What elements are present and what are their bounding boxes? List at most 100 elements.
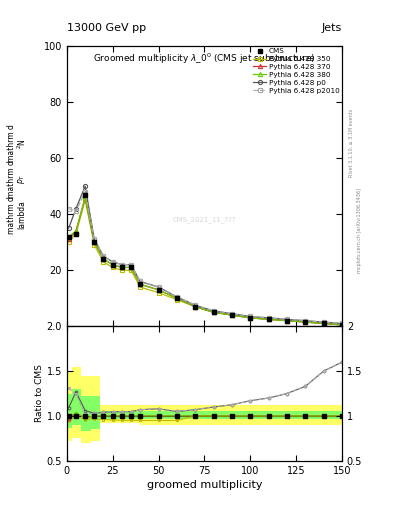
- Pythia 6.428 350: [66, 239, 71, 245]
- Pythia 6.428 p0: [266, 315, 271, 321]
- Pythia 6.428 380: [73, 228, 78, 234]
- Pythia 6.428 p2010: [110, 259, 115, 265]
- Pythia 6.428 370: [138, 281, 143, 287]
- CMS: [174, 295, 179, 302]
- Pythia 6.428 p0: [73, 205, 78, 211]
- Pythia 6.428 350: [321, 321, 326, 327]
- Pythia 6.428 p2010: [66, 205, 71, 211]
- CMS: [83, 191, 88, 198]
- Pythia 6.428 380: [156, 287, 161, 293]
- Pythia 6.428 380: [101, 256, 106, 262]
- Pythia 6.428 p2010: [156, 284, 161, 290]
- CMS: [156, 287, 161, 293]
- Pythia 6.428 350: [248, 315, 253, 321]
- Pythia 6.428 370: [248, 315, 253, 321]
- CMS: [303, 319, 308, 325]
- Pythia 6.428 p0: [101, 253, 106, 259]
- Pythia 6.428 380: [92, 239, 97, 245]
- CMS: [138, 281, 143, 287]
- Line: Pythia 6.428 p0: Pythia 6.428 p0: [66, 184, 344, 326]
- Text: $^2$N: $^2$N: [15, 138, 28, 148]
- Pythia 6.428 370: [101, 256, 106, 262]
- Pythia 6.428 p2010: [138, 279, 143, 285]
- Pythia 6.428 380: [248, 315, 253, 321]
- Pythia 6.428 380: [285, 317, 289, 324]
- Pythia 6.428 350: [156, 290, 161, 296]
- Pythia 6.428 380: [83, 195, 88, 201]
- Pythia 6.428 p2010: [101, 253, 106, 259]
- Pythia 6.428 370: [303, 319, 308, 325]
- Pythia 6.428 p0: [340, 321, 344, 327]
- Pythia 6.428 p2010: [230, 311, 234, 317]
- CMS: [321, 321, 326, 327]
- Text: mathrm d: mathrm d: [7, 160, 16, 198]
- Pythia 6.428 370: [110, 262, 115, 268]
- Pythia 6.428 350: [174, 296, 179, 303]
- CMS: [129, 264, 133, 270]
- CMS: [248, 315, 253, 321]
- Pythia 6.428 p0: [156, 284, 161, 290]
- CMS: [266, 316, 271, 323]
- Pythia 6.428 p0: [110, 259, 115, 265]
- Pythia 6.428 p0: [230, 311, 234, 317]
- Pythia 6.428 380: [193, 304, 198, 310]
- Pythia 6.428 350: [285, 317, 289, 324]
- CMS: [92, 239, 97, 245]
- Pythia 6.428 350: [340, 322, 344, 328]
- CMS: [73, 231, 78, 237]
- Pythia 6.428 p0: [119, 262, 124, 268]
- CMS: [110, 262, 115, 268]
- Pythia 6.428 p2010: [73, 208, 78, 215]
- Pythia 6.428 380: [129, 264, 133, 270]
- Pythia 6.428 p0: [174, 294, 179, 300]
- Pythia 6.428 p0: [66, 225, 71, 231]
- CMS: [193, 304, 198, 310]
- Pythia 6.428 370: [174, 295, 179, 302]
- Pythia 6.428 370: [230, 312, 234, 318]
- Pythia 6.428 p2010: [92, 237, 97, 243]
- Text: mathrm d: mathrm d: [7, 196, 16, 234]
- Legend: CMS, Pythia 6.428 350, Pythia 6.428 370, Pythia 6.428 380, Pythia 6.428 p0, Pyth: CMS, Pythia 6.428 350, Pythia 6.428 370,…: [253, 48, 340, 94]
- Pythia 6.428 350: [266, 316, 271, 323]
- Pythia 6.428 p2010: [211, 308, 216, 314]
- Y-axis label: Ratio to CMS: Ratio to CMS: [35, 365, 44, 422]
- Pythia 6.428 350: [73, 231, 78, 237]
- Pythia 6.428 350: [119, 267, 124, 273]
- Pythia 6.428 p2010: [303, 317, 308, 324]
- Pythia 6.428 p0: [321, 319, 326, 325]
- Pythia 6.428 p0: [92, 237, 97, 243]
- Pythia 6.428 p2010: [174, 294, 179, 300]
- CMS: [230, 312, 234, 318]
- Pythia 6.428 p0: [303, 317, 308, 324]
- Pythia 6.428 380: [211, 309, 216, 315]
- Pythia 6.428 p0: [193, 302, 198, 308]
- Pythia 6.428 350: [138, 284, 143, 290]
- Pythia 6.428 p2010: [285, 316, 289, 323]
- Pythia 6.428 p2010: [248, 313, 253, 319]
- Pythia 6.428 p2010: [321, 319, 326, 325]
- Pythia 6.428 370: [73, 228, 78, 234]
- Pythia 6.428 370: [193, 304, 198, 310]
- Pythia 6.428 p2010: [266, 315, 271, 321]
- Pythia 6.428 350: [211, 309, 216, 315]
- CMS: [101, 256, 106, 262]
- Pythia 6.428 380: [340, 322, 344, 328]
- Pythia 6.428 370: [211, 309, 216, 315]
- Pythia 6.428 370: [66, 237, 71, 243]
- Line: CMS: CMS: [66, 192, 344, 327]
- Pythia 6.428 p2010: [83, 189, 88, 195]
- Y-axis label: mathrm d²N
mathrm d pₚ mathrm d lambda: mathrm d²N mathrm d pₚ mathrm d lambda: [0, 511, 1, 512]
- Pythia 6.428 p0: [248, 313, 253, 319]
- Pythia 6.428 380: [303, 319, 308, 325]
- X-axis label: groomed multiplicity: groomed multiplicity: [147, 480, 262, 490]
- Pythia 6.428 380: [119, 264, 124, 270]
- Pythia 6.428 380: [110, 262, 115, 268]
- Line: Pythia 6.428 370: Pythia 6.428 370: [66, 195, 344, 327]
- Pythia 6.428 370: [156, 287, 161, 293]
- CMS: [119, 264, 124, 270]
- Line: Pythia 6.428 p2010: Pythia 6.428 p2010: [66, 190, 344, 326]
- Pythia 6.428 p2010: [119, 262, 124, 268]
- Pythia 6.428 350: [92, 242, 97, 248]
- Pythia 6.428 p0: [129, 262, 133, 268]
- Pythia 6.428 350: [230, 312, 234, 318]
